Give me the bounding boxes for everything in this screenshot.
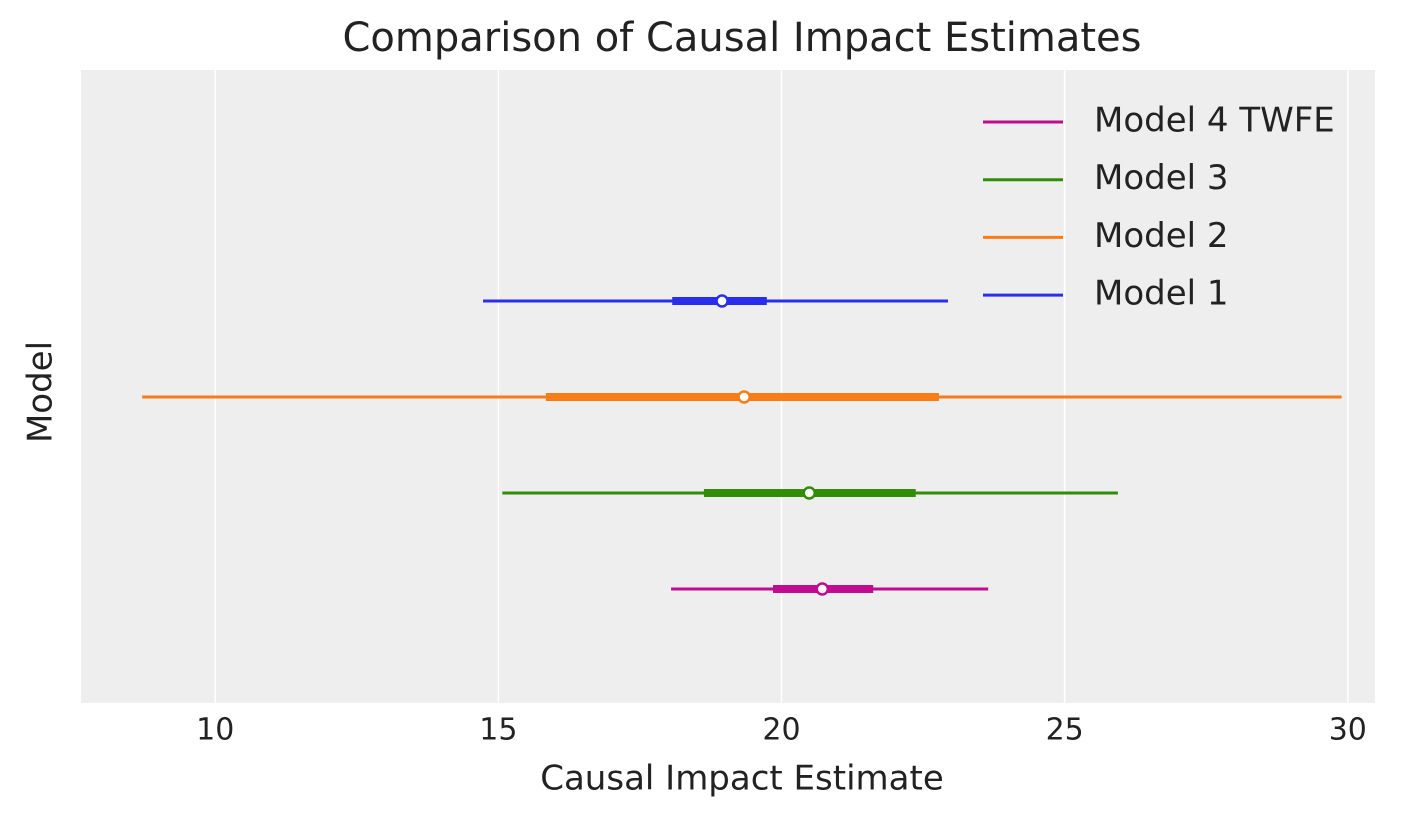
legend-label: Model 3 — [1094, 158, 1229, 198]
median-point — [802, 486, 817, 500]
x-tick-label: 30 — [1329, 713, 1367, 748]
x-axis-label: Causal Impact Estimate — [540, 759, 944, 799]
median-point — [715, 294, 729, 308]
x-tick-label: 25 — [1046, 713, 1084, 748]
chart-title: Comparison of Causal Impact Estimates — [342, 15, 1141, 61]
y-axis-label: Model — [21, 341, 61, 443]
legend-label: Model 1 — [1094, 274, 1229, 314]
legend-label: Model 4 TWFE — [1094, 101, 1335, 141]
plot-area — [81, 70, 1375, 703]
x-tick-label: 15 — [479, 713, 517, 748]
median-point — [737, 390, 751, 404]
legend-label: Model 2 — [1094, 216, 1229, 256]
x-tick-label: 20 — [762, 713, 800, 748]
median-point — [815, 582, 830, 596]
x-tick-label: 10 — [196, 713, 234, 748]
